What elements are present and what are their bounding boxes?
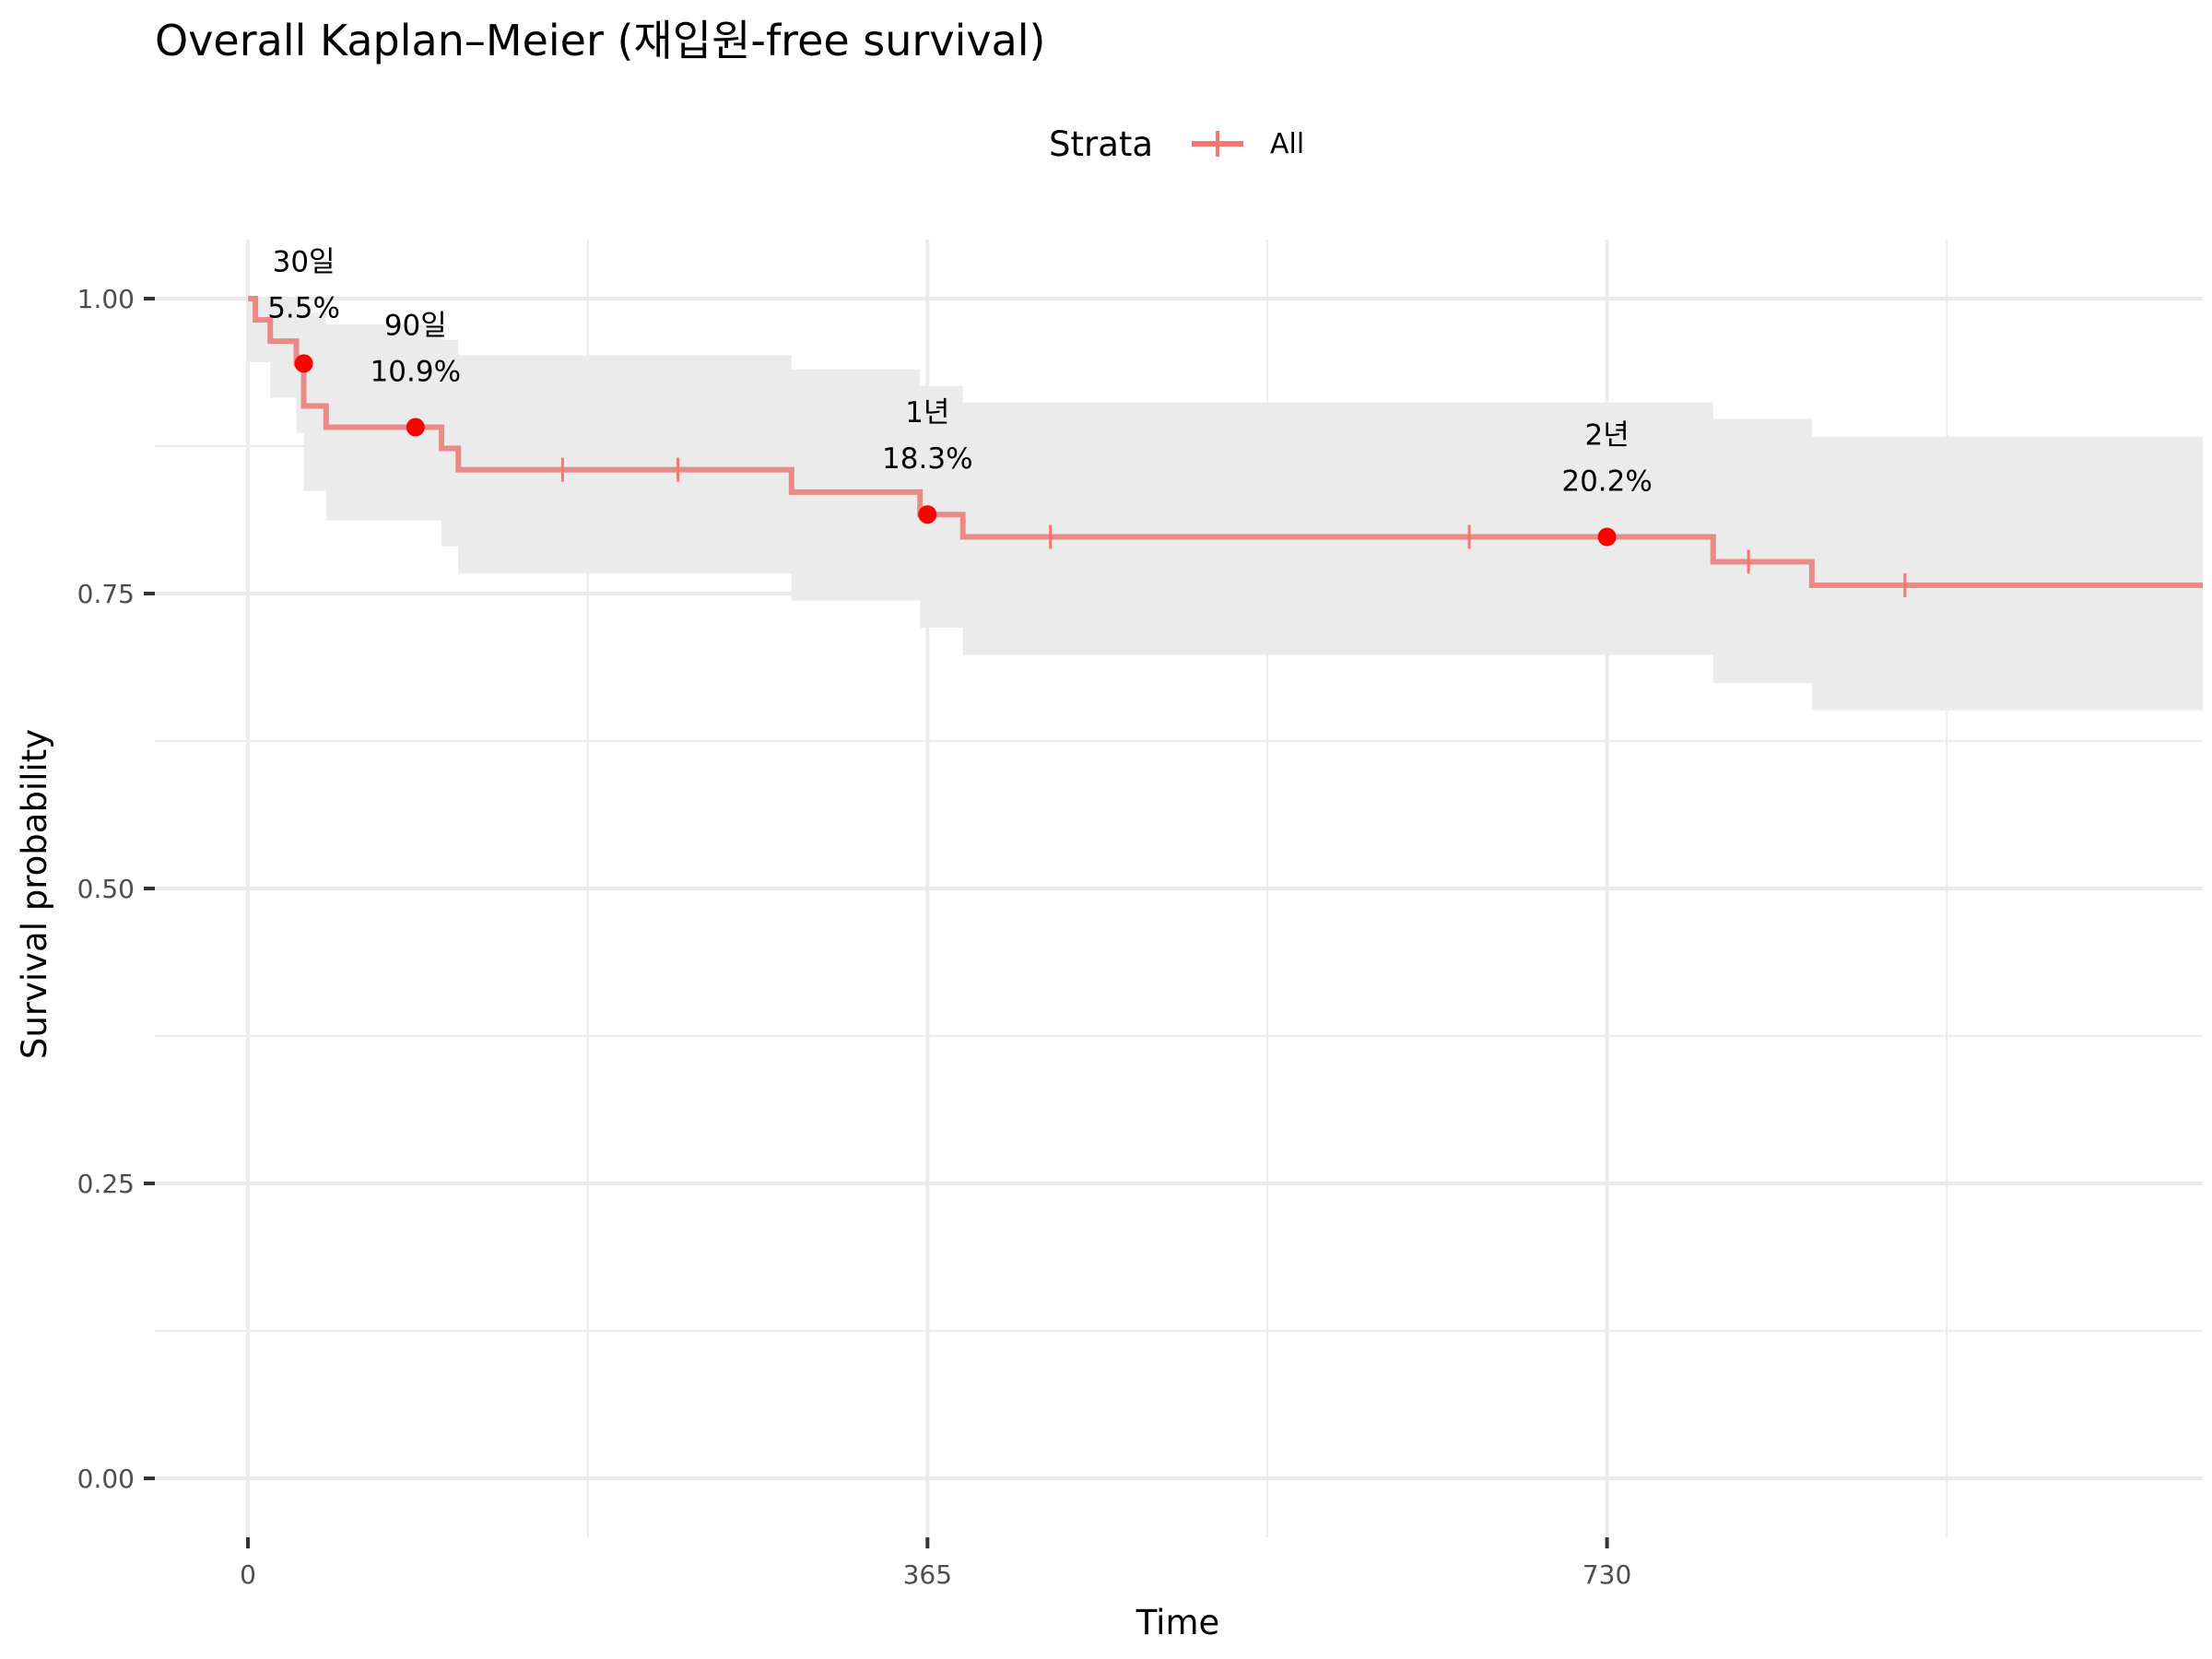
ci-band-area: [248, 299, 2203, 711]
y-tick-label-0-75: 0.75: [77, 579, 135, 609]
censor-marks: [560, 457, 1907, 598]
confidence-band: [248, 299, 2203, 711]
milestone-point-1: [294, 354, 313, 373]
x-tick-label-0: 0: [240, 1559, 256, 1590]
milestone-point-4: [1597, 527, 1617, 547]
y-tick-label-0: 0.00: [77, 1464, 135, 1494]
y-axis: 0.00 0.25 0.50 0.75 1.00: [77, 284, 155, 1494]
legend-title: Strata: [1049, 124, 1153, 164]
milestone-label-time-1: 30일: [273, 245, 335, 278]
x-tick-label-365: 365: [903, 1559, 952, 1590]
milestone-label-time-2: 90일: [384, 310, 447, 343]
milestone-point-3: [918, 505, 937, 524]
survival-curve: [248, 296, 2203, 589]
x-axis: 0 365 730: [240, 1537, 1631, 1590]
milestone-label-rate-3: 18.3%: [882, 442, 972, 476]
milestone-label-time-3: 1년: [905, 396, 949, 429]
milestone-point-2: [406, 418, 425, 437]
milestone-label-rate-1: 5.5%: [267, 291, 340, 324]
x-axis-title: Time: [1135, 1603, 1220, 1642]
legend: Strata All: [1049, 124, 1304, 164]
x-tick-label-730: 730: [1583, 1559, 1631, 1590]
y-tick-label-1: 1.00: [77, 284, 135, 314]
milestone-label-rate-2: 10.9%: [371, 356, 461, 389]
legend-entry-all: All: [1270, 128, 1304, 160]
y-tick-label-0-25: 0.25: [77, 1169, 135, 1199]
chart-title: Overall Kaplan–Meier (재입원-free survival): [155, 16, 1045, 65]
annotations: 30일 5.5% 90일 10.9% 1년 18.3% 2년 20.2%: [267, 245, 1653, 547]
milestone-label-time-4: 2년: [1584, 419, 1629, 453]
survival-line-all: [248, 296, 2203, 589]
y-axis-title: Survival probability: [15, 729, 54, 1059]
milestone-label-rate-4: 20.2%: [1561, 465, 1652, 499]
y-tick-label-0-5: 0.50: [77, 874, 135, 904]
